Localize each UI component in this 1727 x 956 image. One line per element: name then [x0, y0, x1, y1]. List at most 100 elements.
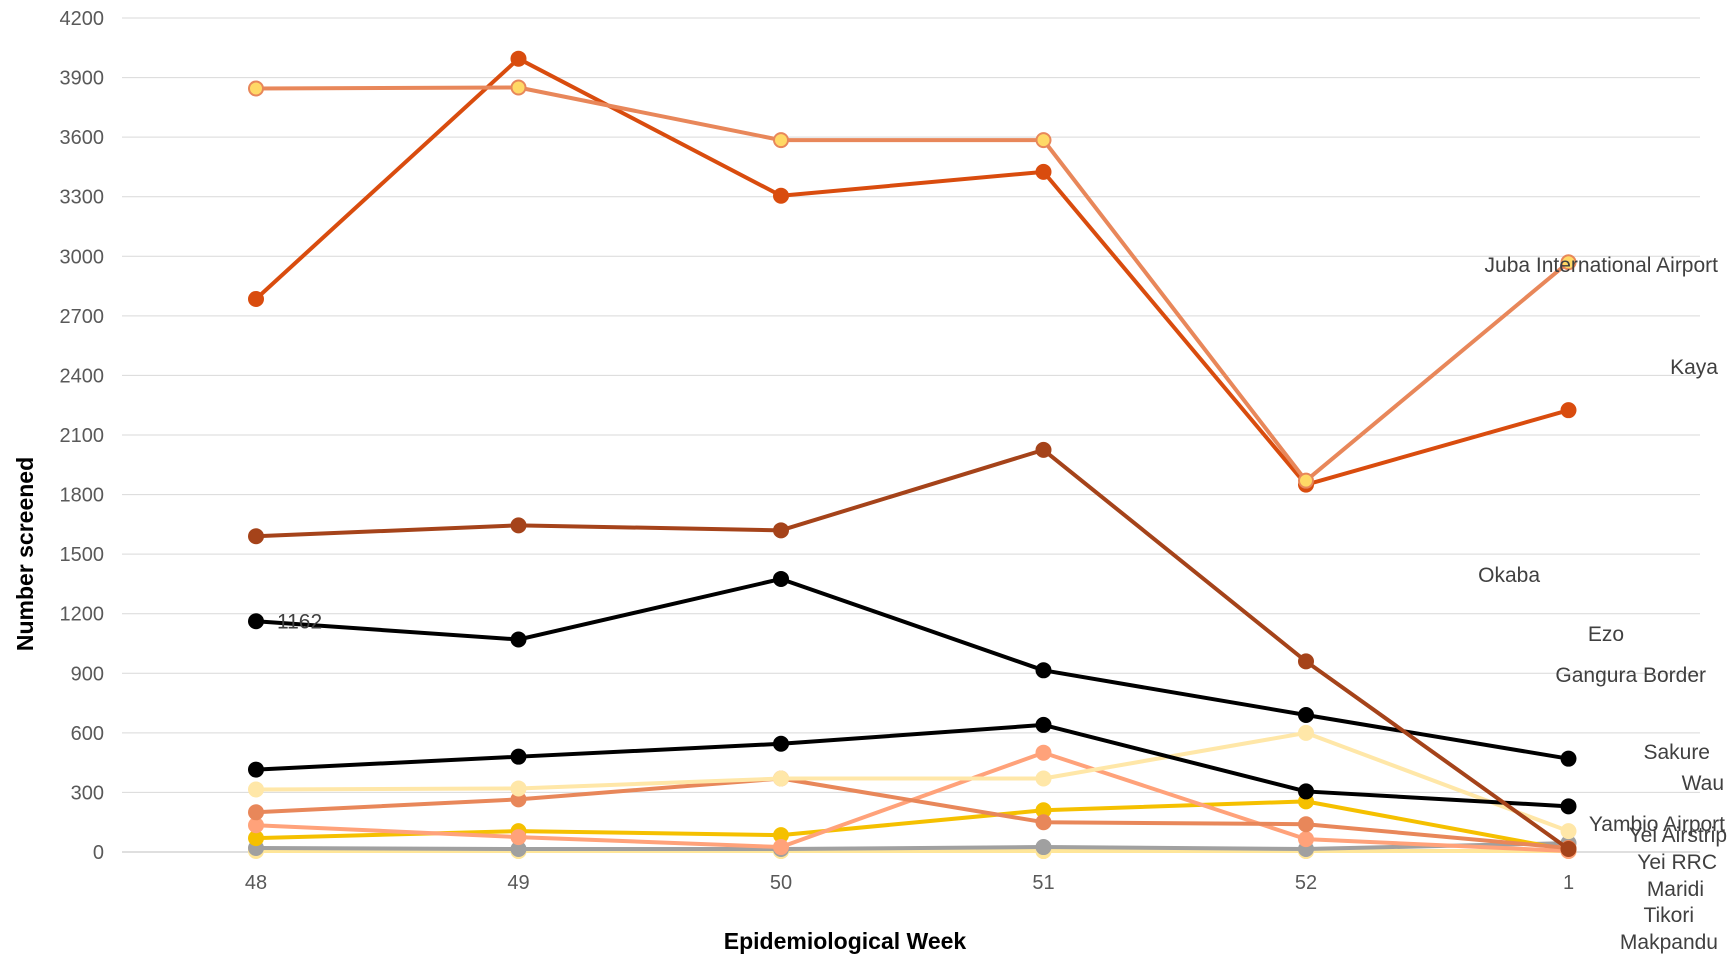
y-tick-label: 3900	[60, 68, 105, 90]
y-axis-title: Number screened	[12, 457, 38, 651]
series-label-ezo: Ezo	[1588, 623, 1624, 646]
series-label-sakure: Sakure	[1643, 741, 1710, 764]
series-line-sakure	[255, 730, 1570, 834]
data-point-kaya	[248, 290, 264, 307]
series-line-yei-rrc	[255, 841, 1569, 852]
data-point-ezo	[1560, 750, 1577, 767]
series-line-ezo	[255, 576, 1569, 761]
data-point-sakure	[1298, 724, 1314, 741]
x-tick-label: 1	[1563, 872, 1574, 894]
series-line-gangura-border	[255, 722, 1569, 809]
series-label-maridi: Maridi	[1647, 878, 1704, 901]
data-point-yambio-airport	[1035, 744, 1052, 761]
data-point-yei-airstrip	[248, 830, 264, 847]
x-tick-label: 51	[1032, 872, 1054, 894]
data-point-kaya	[1560, 402, 1577, 419]
x-tick-label: 52	[1295, 872, 1317, 894]
data-point-juba-international-airport	[248, 80, 264, 97]
data-point-okaba	[1560, 841, 1577, 858]
series-label-okaba: Okaba	[1478, 564, 1540, 587]
data-point-okaba	[773, 522, 789, 539]
series-label-yei-rrc: Yei RRC	[1637, 851, 1717, 874]
y-tick-label: 2700	[60, 306, 105, 328]
series-kaya	[248, 50, 1577, 493]
y-tick-label: 3600	[60, 127, 105, 149]
x-tick-label: 50	[770, 872, 792, 894]
data-point-juba-international-airport	[1035, 132, 1052, 149]
series-label-yambio-airport: Yambio Airport	[1589, 813, 1725, 836]
data-point-yambio-airport	[1298, 831, 1314, 848]
series-line-okaba	[255, 447, 1570, 851]
data-point-sakure	[248, 781, 264, 798]
data-point-gangura-border	[1035, 716, 1052, 733]
series-line-yei-airstrip	[255, 799, 1569, 852]
series-sakure	[248, 724, 1577, 840]
data-point-okaba	[248, 528, 264, 545]
y-tick-label: 0	[93, 842, 104, 864]
data-point-ezo	[510, 631, 527, 648]
series-label-wau: Wau	[1682, 772, 1724, 795]
data-point-gangura-border	[1298, 783, 1314, 800]
data-labels: 1162	[277, 610, 322, 633]
series-ezo	[248, 570, 1577, 767]
y-tick-label: 900	[71, 663, 104, 685]
y-tick-label: 1800	[60, 485, 105, 507]
y-tick-label: 2100	[60, 425, 105, 447]
series-yei-rrc	[248, 835, 1577, 858]
data-point-ezo	[1035, 662, 1052, 679]
series-label-tikori: Tikori	[1643, 904, 1694, 927]
y-tick-label: 300	[71, 782, 104, 804]
data-point-sakure	[773, 770, 789, 787]
series-labels: Juba International Airport Kaya Okaba Ezo Ga…	[1478, 254, 1727, 954]
y-tick-label: 3300	[60, 187, 105, 209]
data-point-kaya	[1035, 163, 1052, 180]
data-point-kaya	[773, 187, 789, 204]
series-lines	[248, 50, 1577, 860]
series-juba-international-airport	[248, 79, 1577, 489]
data-point-gangura-border	[773, 735, 789, 752]
series-line-kaya	[254, 56, 1570, 487]
series-line-juba-international-airport	[255, 85, 1570, 483]
data-point-okaba	[1298, 653, 1314, 670]
gridlines	[122, 17, 1700, 853]
y-tick-label: 2400	[60, 365, 105, 387]
data-point-yambio-airport	[773, 839, 789, 856]
data-point-wau	[1035, 814, 1052, 831]
data-label: 1162	[277, 610, 322, 633]
y-tick-labels: 0 300 600 900 1200 1500 1800 2100 2400 2700 3000 33…	[60, 8, 105, 864]
data-point-gangura-border	[248, 761, 264, 778]
y-tick-label: 1500	[60, 544, 105, 566]
data-point-sakure	[510, 780, 527, 797]
data-point-ezo	[1298, 706, 1314, 723]
y-tick-label: 4200	[60, 8, 105, 30]
series-label-yei-airstrip: Yei Airstrip	[1629, 824, 1727, 847]
data-point-kaya	[510, 50, 527, 67]
x-axis-title: Epidemiological Week	[724, 928, 967, 954]
y-tick-label: 1200	[60, 604, 105, 626]
data-point-wau	[248, 804, 264, 821]
series-label-gangura-border: Gangura Border	[1555, 664, 1706, 687]
data-point-gangura-border	[1560, 798, 1577, 815]
data-point-yambio-airport	[510, 829, 527, 846]
series-line-wau	[255, 776, 1569, 851]
data-point-okaba	[1035, 441, 1052, 458]
data-point-juba-international-airport	[510, 79, 527, 96]
series-label-makpandu: Makpandu	[1620, 931, 1718, 954]
series-label-kaya: Kaya	[1670, 356, 1718, 379]
data-point-gangura-border	[510, 748, 527, 765]
data-point-juba-international-airport	[1298, 472, 1314, 489]
series-gangura-border	[248, 716, 1577, 815]
x-tick-label: 48	[245, 872, 267, 894]
y-tick-label: 3000	[60, 246, 105, 268]
data-point-juba-international-airport	[1560, 254, 1577, 271]
data-point-wau	[1298, 816, 1314, 833]
data-point-sakure	[1035, 770, 1052, 787]
x-tick-label: 49	[507, 872, 529, 894]
data-point-okaba	[510, 517, 527, 534]
y-tick-label: 600	[71, 723, 104, 745]
series-label-juba-international-airport: Juba International Airport	[1485, 254, 1719, 277]
data-point-ezo	[248, 613, 264, 630]
data-point-ezo	[773, 570, 789, 587]
series-okaba	[248, 441, 1577, 858]
